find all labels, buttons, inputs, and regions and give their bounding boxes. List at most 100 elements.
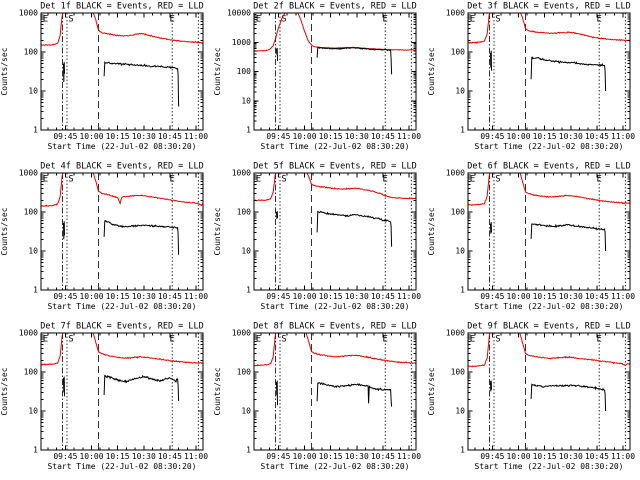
subplot-det-1f: E S E Det 1f BLACK = Events, RED = LLD 09:45… xyxy=(0,0,213,160)
x-tick-label: 09:45 xyxy=(267,292,291,301)
series-events xyxy=(276,47,279,61)
y-tick-label: 10 xyxy=(28,406,38,415)
chart-det-3f: E S E Det 3f BLACK = Events, RED = LLD 09:45… xyxy=(427,2,635,151)
y-tick-label: 10 xyxy=(455,406,465,415)
chart-det-7f: E S E Det 7f BLACK = Events, RED = LLD 09:45… xyxy=(0,322,208,471)
y-axis-label: Counts/sec xyxy=(213,367,222,415)
x-tick-label: 10:30 xyxy=(132,292,156,301)
x-axis-label: Start Time (22-Jul-02 08:30:20) xyxy=(47,302,196,311)
y-tick-label: 10 xyxy=(455,86,465,95)
plot-title: Det 3f BLACK = Events, RED = LLD xyxy=(467,2,630,12)
flag-E: E xyxy=(596,335,601,345)
x-tick-label: 09:45 xyxy=(480,132,504,141)
x-tick-label: 10:00 xyxy=(293,292,317,301)
y-axis-label: Counts/sec xyxy=(427,207,436,255)
series-events xyxy=(316,210,393,247)
y-tick-label: 1000 xyxy=(19,169,38,178)
plot-title: Det 5f BLACK = Events, RED = LLD xyxy=(254,162,417,172)
x-tick-label: 10:15 xyxy=(319,452,343,461)
plot-title: Det 4f BLACK = Events, RED = LLD xyxy=(40,162,203,172)
x-tick-label: 10:45 xyxy=(371,132,395,141)
x-tick-label: 10:30 xyxy=(558,292,582,301)
x-tick-label: 11:00 xyxy=(611,452,635,461)
axis-ticks xyxy=(40,332,203,451)
x-axis-label: Start Time (22-Jul-02 08:30:20) xyxy=(474,462,623,471)
x-tick-label: 09:45 xyxy=(53,292,77,301)
subplot-det-9f: E S E Det 9f BLACK = Events, RED = LLD 09:45… xyxy=(427,320,640,480)
series-lld xyxy=(40,332,203,366)
flag-E: E xyxy=(596,175,601,185)
y-tick-label: 1 xyxy=(33,445,38,454)
x-axis-label: Start Time (22-Jul-02 08:30:20) xyxy=(47,462,196,471)
y-tick-label: 1 xyxy=(247,445,252,454)
x-tick-label: 10:30 xyxy=(345,292,369,301)
series-lld xyxy=(467,332,630,368)
flag-E: E xyxy=(383,15,388,25)
plot-title: Det 1f BLACK = Events, RED = LLD xyxy=(40,2,203,12)
x-tick-label: 10:30 xyxy=(132,132,156,141)
series-events xyxy=(62,376,65,397)
x-axis-label: Start Time (22-Jul-02 08:30:20) xyxy=(261,142,410,151)
series-events xyxy=(530,56,606,92)
x-tick-label: 10:15 xyxy=(532,292,556,301)
axis-ticks xyxy=(40,12,203,131)
series-events xyxy=(103,60,180,107)
flag-E: E xyxy=(256,15,261,25)
flag-E: E xyxy=(256,335,261,345)
x-tick-label: 11:00 xyxy=(611,132,635,141)
y-axis-label: Counts/sec xyxy=(213,207,222,255)
x-tick-label: 09:45 xyxy=(267,452,291,461)
flag-E: E xyxy=(469,175,474,185)
x-tick-label: 10:30 xyxy=(345,452,369,461)
y-axis-label: Counts/sec xyxy=(0,47,9,95)
y-axis-label: Counts/sec xyxy=(427,367,436,415)
y-tick-label: 1000 xyxy=(19,9,38,18)
series-events xyxy=(316,46,393,75)
series-lld xyxy=(467,172,630,206)
chart-det-8f: E S E Det 8f BLACK = Events, RED = LLD 09:45… xyxy=(213,322,421,471)
flag-S: S xyxy=(68,15,73,25)
y-tick-label: 10 xyxy=(242,406,252,415)
y-axis-label: Counts/sec xyxy=(427,47,436,95)
plot-frame xyxy=(253,332,417,451)
plot-title: Det 2f BLACK = Events, RED = LLD xyxy=(254,2,417,12)
subplot-det-3f: E S E Det 3f BLACK = Events, RED = LLD 09:45… xyxy=(427,0,640,160)
flag-S: S xyxy=(68,175,73,185)
y-tick-label: 1000 xyxy=(445,329,464,338)
y-tick-label: 10 xyxy=(455,246,465,255)
series-events xyxy=(103,219,180,255)
axis-ticks xyxy=(254,12,417,131)
plot-frame xyxy=(40,12,204,131)
x-axis-label: Start Time (22-Jul-02 08:30:20) xyxy=(261,462,410,471)
y-tick-label: 10 xyxy=(28,246,38,255)
x-tick-label: 11:00 xyxy=(611,292,635,301)
x-tick-label: 11:00 xyxy=(184,292,208,301)
series-lld xyxy=(40,12,204,47)
flag-S: S xyxy=(495,15,500,25)
series-lld xyxy=(254,332,417,367)
plot-title: Det 8f BLACK = Events, RED = LLD xyxy=(254,322,417,332)
plot-frame xyxy=(467,172,631,291)
flag-E: E xyxy=(43,175,48,185)
plot-frame xyxy=(253,172,417,291)
axis-ticks xyxy=(40,172,203,291)
flag-E: E xyxy=(256,175,261,185)
y-tick-label: 10 xyxy=(242,246,252,255)
y-tick-label: 10 xyxy=(242,96,252,105)
chart-det-1f: E S E Det 1f BLACK = Events, RED = LLD 09:45… xyxy=(0,2,208,151)
y-tick-label: 100 xyxy=(24,48,39,57)
y-tick-label: 10000 xyxy=(227,9,251,18)
subplot-det-8f: E S E Det 8f BLACK = Events, RED = LLD 09:45… xyxy=(213,320,426,480)
x-tick-label: 10:15 xyxy=(532,132,556,141)
flag-E: E xyxy=(383,335,388,345)
y-tick-label: 1000 xyxy=(445,9,464,18)
y-tick-label: 1 xyxy=(460,285,465,294)
y-tick-label: 1000 xyxy=(232,169,251,178)
x-tick-label: 10:00 xyxy=(506,132,530,141)
x-tick-label: 10:45 xyxy=(371,452,395,461)
y-tick-label: 1000 xyxy=(232,329,251,338)
flag-S: S xyxy=(495,175,500,185)
x-tick-label: 10:15 xyxy=(532,452,556,461)
x-axis-label: Start Time (22-Jul-02 08:30:20) xyxy=(261,302,410,311)
